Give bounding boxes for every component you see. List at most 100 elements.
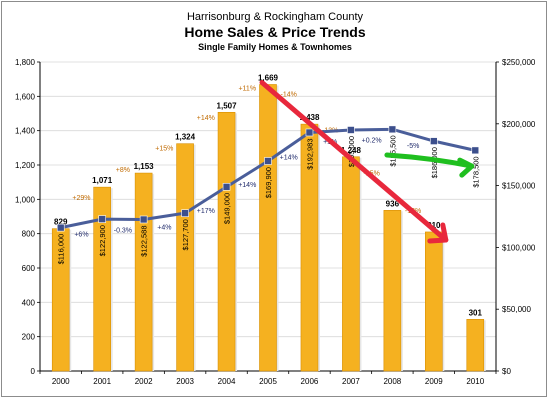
price-value-label: $127,700 — [181, 219, 190, 250]
titles: Harrisonburg & Rockingham County Home Sa… — [184, 11, 366, 52]
title-line1: Harrisonburg & Rockingham County — [187, 11, 364, 23]
price-pct-labels: +6%-0.3% +4%+17%+14%+14%+1% +0.2%-5% — [74, 138, 419, 239]
right-tick-label: $200,000 — [502, 120, 536, 129]
bar — [176, 143, 194, 372]
bar — [217, 111, 236, 372]
price-marker — [305, 128, 314, 137]
chart-title: Home Sales & Price Trends — [184, 24, 366, 40]
price-marker — [222, 183, 231, 191]
x-tick-label: 2009 — [425, 377, 443, 386]
bar-pct-labels: +29%+8%+15%+14%+11%-14%-13%-25%-13% — [72, 85, 421, 215]
left-tick-label: 1,600 — [15, 92, 36, 101]
bar-pct-change: +11% — [238, 85, 256, 92]
price-pct-change: -5% — [407, 143, 419, 150]
x-tick-label: 2003 — [176, 377, 194, 386]
left-tick-label: 600 — [22, 264, 36, 273]
bar-value-label: 1,669 — [258, 73, 279, 82]
bar-value-label: 1,438 — [299, 113, 320, 122]
bar-value-label: 1,507 — [217, 101, 238, 110]
left-tick-label: 400 — [22, 298, 36, 307]
x-tick-label: 2002 — [135, 377, 153, 386]
x-tick-label: 2000 — [52, 377, 70, 386]
bar-pct-change: +15% — [155, 145, 173, 152]
price-marker — [56, 223, 65, 232]
bar-value-label: 1,071 — [92, 176, 113, 185]
price-pct-change: +0.2% — [362, 138, 382, 145]
price-marker — [264, 157, 272, 165]
bar-labels: 829 1,071 1,153 1,324 1,507 1,669 1,438 1,248 93… — [54, 73, 482, 317]
price-value-label: $195,500 — [388, 135, 397, 166]
x-tick-label: 2004 — [218, 377, 236, 386]
chart-subtitle: Single Family Homes & Townhomes — [198, 42, 352, 52]
price-pct-change: +6% — [74, 231, 88, 238]
bar — [425, 231, 443, 372]
price-labels: $116,000 $122,900 $122,588 $127,700 $149,000… — [57, 135, 481, 264]
right-tick-label: $250,000 — [502, 58, 536, 67]
green-arrow-head — [457, 157, 475, 178]
bar — [466, 319, 485, 372]
price-value-label: $186,000 — [430, 147, 439, 178]
price-marker — [430, 137, 438, 145]
price-value-label: $116,000 — [57, 234, 66, 265]
bar — [383, 210, 402, 372]
price-value-label: $122,900 — [98, 225, 107, 256]
price-marker — [347, 126, 355, 134]
left-tick-label: 1,000 — [15, 195, 36, 204]
left-tick-label: 1,200 — [15, 161, 36, 170]
bar-value-label: 810 — [427, 221, 441, 230]
bar-value-label: 1,153 — [134, 162, 155, 171]
bar — [93, 186, 111, 372]
right-tick-label: $100,000 — [502, 243, 536, 252]
left-tick-label: 1,400 — [15, 127, 36, 136]
red-arrow-head — [427, 222, 449, 244]
price-marker — [388, 125, 397, 134]
bars — [51, 84, 486, 372]
price-pct-change: +14% — [238, 182, 256, 189]
bar-value-label: 301 — [469, 308, 483, 317]
left-tick-label: 1,800 — [15, 58, 36, 67]
x-tick-label: 2007 — [342, 377, 360, 386]
x-tick-label: 2010 — [466, 377, 484, 386]
price-pct-change: +4% — [157, 224, 171, 231]
left-tick-label: 0 — [31, 367, 36, 376]
trend-arrows — [259, 79, 475, 244]
left-tick-label: 200 — [22, 333, 36, 342]
bar-pct-change: -14% — [281, 91, 297, 98]
bar-value-label: 829 — [54, 218, 68, 227]
price-pct-change: +17% — [197, 208, 215, 215]
price-value-label: $178,500 — [471, 156, 480, 187]
bar-value-label: 936 — [386, 199, 400, 208]
bar-pct-change: +14% — [197, 115, 215, 122]
x-tick-label: 2005 — [259, 377, 277, 386]
price-marker — [471, 146, 480, 155]
right-tick-label: $50,000 — [502, 305, 531, 314]
bar-value-label: 1,248 — [341, 146, 362, 155]
x-tick-label: 2006 — [301, 377, 319, 386]
price-marker — [98, 215, 106, 223]
bar — [134, 172, 153, 372]
bar — [342, 156, 360, 372]
bar-pct-change: +8% — [116, 167, 130, 174]
right-tick-label: $150,000 — [502, 182, 536, 191]
price-marker — [139, 215, 148, 224]
bar-value-label: 1,324 — [175, 133, 196, 142]
price-value-label: $192,983 — [305, 138, 314, 169]
price-marker — [181, 209, 189, 217]
left-tick-label: 800 — [22, 230, 36, 239]
right-tick-label: $0 — [502, 367, 511, 376]
price-pct-change: +14% — [280, 155, 298, 162]
bar-pct-change: +29% — [72, 195, 90, 202]
price-pct-change: -0.3% — [114, 227, 132, 234]
price-line — [56, 125, 480, 232]
price-value-label: $169,900 — [264, 167, 273, 198]
x-tick-label: 2001 — [93, 377, 111, 386]
axes: 0 200 400 600 800 1,000 1,200 1,400 1,600 1,800 $0… — [15, 58, 536, 386]
price-value-label: $195,000 — [347, 136, 356, 167]
bar — [259, 84, 277, 372]
price-value-label: $149,000 — [223, 193, 232, 224]
price-value-label: $122,588 — [140, 225, 149, 256]
red-trend-arrow — [259, 79, 449, 243]
x-tick-label: 2008 — [383, 377, 401, 386]
